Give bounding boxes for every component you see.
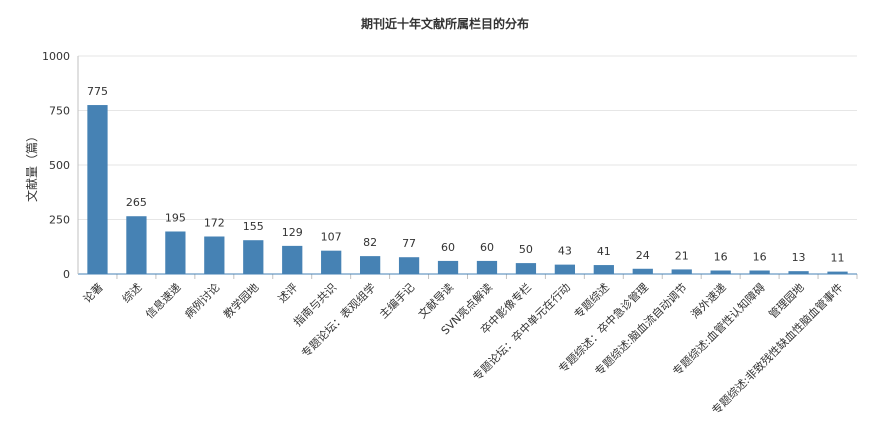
bar: [437, 260, 459, 274]
data-label: 13: [792, 251, 806, 264]
bar: [321, 250, 342, 274]
data-label: 107: [321, 231, 342, 244]
data-label: 24: [636, 249, 650, 262]
data-label: 60: [441, 241, 455, 254]
x-tick-label: 信息速递: [142, 280, 183, 321]
x-tick-label: 综述: [119, 280, 144, 305]
data-label: 60: [480, 241, 494, 254]
data-label: 195: [165, 211, 186, 224]
data-label: 82: [363, 236, 377, 249]
x-tick-label: 管理园地: [766, 280, 807, 321]
data-label: 41: [597, 245, 611, 258]
data-label: 172: [204, 217, 225, 230]
bar: [827, 271, 848, 274]
x-tick-label: 文献导读: [415, 280, 456, 321]
data-label: 50: [519, 243, 533, 256]
chart-title: 期刊近十年文献所属栏目的分布: [361, 16, 529, 31]
x-tick-label: 述评: [276, 281, 301, 306]
bar: [593, 265, 614, 274]
gridlines: [78, 55, 857, 220]
bar: [126, 216, 147, 274]
data-label: 129: [282, 226, 303, 239]
x-tick-label: 病例讨论: [181, 280, 222, 321]
x-tick-label: 海外速递: [688, 280, 729, 321]
x-tick-label: 主编手记: [376, 280, 417, 321]
data-label: 77: [402, 237, 416, 250]
y-tick-label: 1000: [42, 50, 70, 63]
bar: [710, 270, 731, 274]
bar: [282, 245, 303, 274]
bars: [87, 105, 848, 274]
bar: [243, 240, 264, 274]
data-label: 155: [243, 220, 264, 233]
y-tick-label: 250: [49, 214, 70, 227]
data-label: 265: [126, 196, 147, 209]
data-label: 16: [753, 251, 767, 264]
y-axis-ticks: 0 250 500 750 1000: [42, 50, 70, 281]
bar: [398, 257, 420, 274]
bar: [671, 269, 692, 274]
bar: [554, 264, 576, 274]
data-label: 21: [675, 249, 689, 262]
y-tick-label: 500: [49, 159, 70, 172]
x-tick-label: 专题综述: [571, 280, 612, 321]
x-tick-label: 教学园地: [220, 280, 261, 321]
bar: [749, 270, 770, 274]
data-label: 16: [714, 251, 728, 264]
bar: [165, 231, 186, 274]
data-labels: 775 265 195 172 155 129 107 82 77 60 60 50 43 41 24 21 1…: [87, 85, 845, 265]
y-tick-label: 750: [49, 105, 70, 118]
data-label: 11: [831, 252, 845, 265]
y-tick-label: 0: [63, 268, 70, 281]
bar: [515, 263, 537, 274]
bar: [788, 271, 809, 274]
x-tick-label: 专题论坛：表观组学: [298, 280, 378, 360]
x-tick-label: 论著: [80, 280, 105, 305]
bar: [87, 105, 108, 274]
data-label: 43: [558, 245, 572, 258]
bar: [476, 260, 498, 274]
bar: [204, 236, 225, 274]
bar: [359, 256, 381, 274]
bar: [632, 268, 653, 274]
data-label: 775: [87, 85, 108, 98]
y-axis-label: 文献量（篇）: [24, 130, 39, 202]
